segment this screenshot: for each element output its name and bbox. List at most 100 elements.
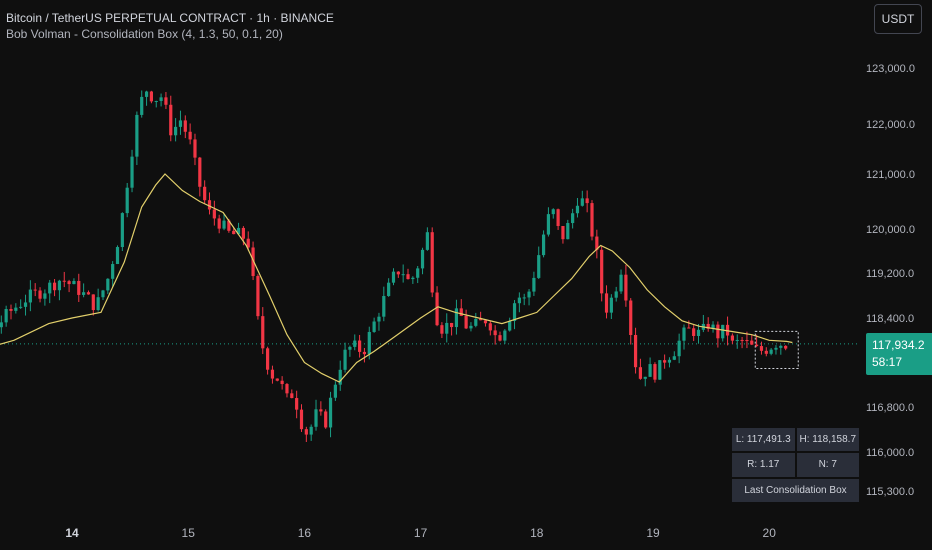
candle-body	[706, 323, 710, 329]
candle-body	[159, 97, 163, 101]
candle-body	[275, 378, 279, 381]
indicator-title: Bob Volman - Consolidation Box (4, 1.3, …	[6, 27, 283, 41]
y-tick-label: 121,000.0	[866, 169, 915, 181]
y-tick-label: 123,000.0	[866, 63, 915, 75]
candle-body	[672, 356, 676, 360]
candle-body	[537, 255, 541, 278]
x-tick-label: 18	[530, 526, 544, 540]
candle-body	[527, 291, 531, 298]
candle-body	[382, 296, 386, 317]
candle-body	[9, 308, 13, 311]
candle-body	[19, 306, 23, 308]
candle-body	[488, 323, 492, 331]
candle-body	[784, 345, 788, 349]
candle-body	[629, 300, 633, 335]
candle-body	[222, 220, 226, 229]
candle-body	[445, 322, 449, 334]
candle-body	[479, 318, 483, 321]
candle-body	[425, 232, 429, 250]
candle-body	[508, 320, 512, 331]
candle-body	[692, 328, 696, 336]
candle-body	[120, 213, 124, 248]
last-price-tag: 117,934.2 58:17	[866, 333, 932, 375]
candle-body	[236, 227, 241, 235]
candle-body	[343, 349, 347, 370]
candle-body	[769, 349, 773, 354]
x-tick-label: 17	[414, 526, 428, 540]
x-tick-label: 14	[65, 526, 79, 540]
candle-body	[416, 268, 420, 278]
candle-body	[643, 376, 647, 379]
candle-body	[430, 232, 434, 293]
candle-body	[696, 329, 701, 336]
candle-body	[532, 277, 536, 292]
box-count: N: 7	[796, 453, 859, 477]
x-tick-label: 15	[182, 526, 196, 540]
candle-body	[140, 96, 144, 115]
candle-body	[86, 292, 91, 295]
candle-body	[667, 359, 672, 363]
y-tick-label: 116,000.0	[866, 447, 914, 459]
candle-body	[469, 325, 473, 329]
candle-body	[0, 322, 3, 328]
candle-body	[464, 315, 468, 329]
candle-body	[314, 409, 318, 427]
candle-body	[566, 223, 570, 240]
y-tick-label: 116,800.0	[866, 402, 914, 414]
candle-body	[72, 280, 76, 285]
candle-body	[38, 290, 42, 299]
candle-body	[716, 324, 720, 339]
candle-body	[115, 247, 120, 265]
x-tick-label: 19	[646, 526, 660, 540]
candle-body	[595, 236, 599, 250]
candle-body	[324, 411, 328, 428]
candle-body	[377, 316, 381, 322]
candle-body	[333, 384, 337, 398]
candle-body	[745, 340, 749, 342]
candle-body	[619, 274, 623, 292]
candle-body	[14, 307, 18, 311]
candle-body	[256, 276, 260, 317]
candle-body	[261, 316, 265, 349]
candle-body	[725, 324, 730, 336]
candle-body	[609, 297, 613, 313]
candle-body	[440, 325, 444, 334]
candle-body	[198, 157, 202, 187]
candle-body	[227, 220, 231, 231]
box-ratio: R: 1.17	[732, 453, 795, 477]
candle-body	[721, 324, 725, 339]
consolidation-stats-table: L: 117,491.3 H: 118,158.7 R: 1.17 N: 7 L…	[732, 428, 859, 502]
candle-body	[512, 303, 517, 321]
candle-body	[164, 97, 168, 105]
candle-body	[101, 290, 105, 298]
candle-body	[174, 126, 178, 136]
candle-body	[203, 186, 207, 201]
candle-body	[764, 350, 768, 354]
candle-body	[406, 274, 410, 280]
candle-body	[266, 348, 270, 370]
x-tick-label: 16	[298, 526, 312, 540]
candle-body	[357, 340, 362, 352]
candle-body	[111, 264, 115, 279]
candle-body	[57, 280, 62, 291]
candle-body	[217, 218, 221, 229]
candle-body	[304, 429, 308, 435]
candle-body	[522, 297, 526, 299]
candle-body	[28, 289, 32, 303]
chart-legend: Bitcoin / TetherUS PERPETUAL CONTRACT · …	[6, 10, 334, 42]
currency-button[interactable]: USDT	[874, 4, 922, 34]
candle-body	[600, 249, 604, 294]
candle-body	[299, 409, 304, 430]
time-axis[interactable]: 14 15 16 17 18 19 20	[65, 526, 776, 540]
candle-body	[517, 297, 521, 304]
candle-body	[130, 156, 134, 188]
price-axis[interactable]: 123,000.0 122,000.0 121,000.0 120,000.0 119,…	[866, 63, 915, 498]
candle-body	[387, 282, 391, 297]
candle-body	[454, 308, 459, 328]
candle-body	[585, 198, 589, 204]
candle-body	[590, 203, 594, 237]
candle-body	[251, 247, 255, 277]
candle-body	[755, 344, 759, 347]
candle-body	[367, 331, 371, 355]
